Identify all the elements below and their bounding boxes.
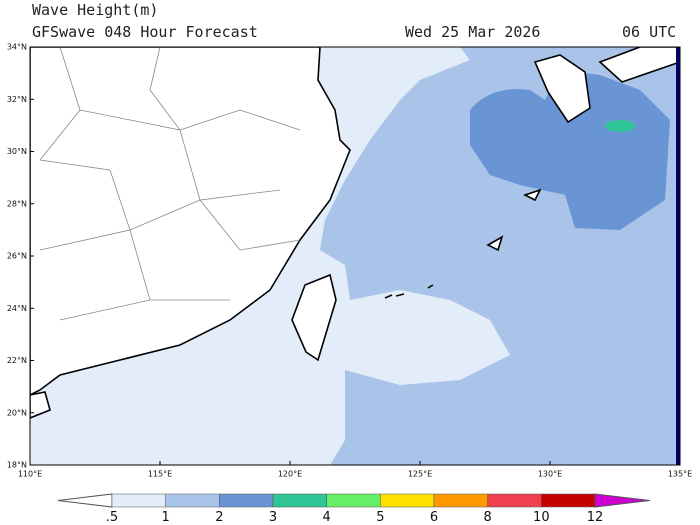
honshu bbox=[598, 47, 680, 83]
colorbar-label: 6 bbox=[430, 510, 438, 525]
map bbox=[30, 47, 680, 465]
colorbar-label: 1 bbox=[162, 510, 170, 525]
colorbar-over bbox=[594, 493, 651, 508]
colorbar-label: 2 bbox=[215, 510, 223, 525]
lat-label: 20°N bbox=[7, 408, 27, 417]
colorbar-label: 12 bbox=[587, 510, 604, 525]
colorbar-label: 8 bbox=[484, 510, 492, 525]
high-sea bbox=[605, 120, 635, 132]
colorbar-label: 5 bbox=[376, 510, 384, 525]
lon-label: 115°E bbox=[148, 470, 172, 479]
taiwan bbox=[291, 273, 337, 362]
lat-label: 32°N bbox=[7, 95, 27, 104]
axis-labels: 34°N 32°N 30°N 28°N 26°N 24°N 22°N 20°N 18°N110°… bbox=[7, 43, 692, 479]
colorbar-label: 4 bbox=[323, 510, 331, 525]
lon-label: 110°E bbox=[18, 470, 42, 479]
lon-label: 135°E bbox=[668, 470, 692, 479]
lon-label: 120°E bbox=[278, 470, 302, 479]
frame-edge bbox=[676, 47, 680, 465]
lat-label: 22°N bbox=[7, 356, 27, 365]
colorbar-under bbox=[57, 493, 113, 508]
date: Wed 25 Mar 2026 bbox=[405, 23, 540, 41]
colorbar-label: 10 bbox=[533, 510, 550, 525]
province-borders bbox=[39, 47, 301, 321]
colorbar-label: 3 bbox=[269, 510, 277, 525]
moderate-sea bbox=[470, 70, 670, 230]
colorbar-box bbox=[487, 493, 542, 508]
colorbar-box bbox=[272, 493, 327, 508]
colorbar-box bbox=[541, 493, 596, 508]
lat-label: 26°N bbox=[7, 252, 27, 261]
subtitle: GFSwave 048 Hour Forecast bbox=[32, 23, 258, 41]
lat-label: 18°N bbox=[7, 461, 27, 470]
lon-label: 130°E bbox=[538, 470, 562, 479]
lat-label: 34°N bbox=[7, 43, 27, 52]
light-sea bbox=[30, 47, 510, 465]
colorbar-box bbox=[433, 493, 488, 508]
lat-label: 28°N bbox=[7, 199, 27, 208]
colorbar-box bbox=[326, 493, 381, 508]
time: 06 UTC bbox=[622, 23, 676, 41]
colorbar-box bbox=[219, 493, 274, 508]
kyushu bbox=[533, 54, 591, 124]
lat-label: 30°N bbox=[7, 147, 27, 156]
hainan bbox=[30, 391, 51, 419]
colorbar-box bbox=[165, 493, 220, 508]
lon-label: 125°E bbox=[408, 470, 432, 479]
ryukyu bbox=[384, 188, 542, 299]
colorbar-box bbox=[380, 493, 435, 508]
china bbox=[30, 47, 351, 396]
colorbar-label: .5 bbox=[106, 510, 118, 525]
colorbar-box bbox=[111, 493, 166, 508]
lat-label: 24°N bbox=[7, 304, 27, 313]
title: Wave Height(m) bbox=[32, 1, 158, 19]
colorbar: .5 1 2 3 4 5 6 8 10 12 bbox=[57, 493, 651, 525]
